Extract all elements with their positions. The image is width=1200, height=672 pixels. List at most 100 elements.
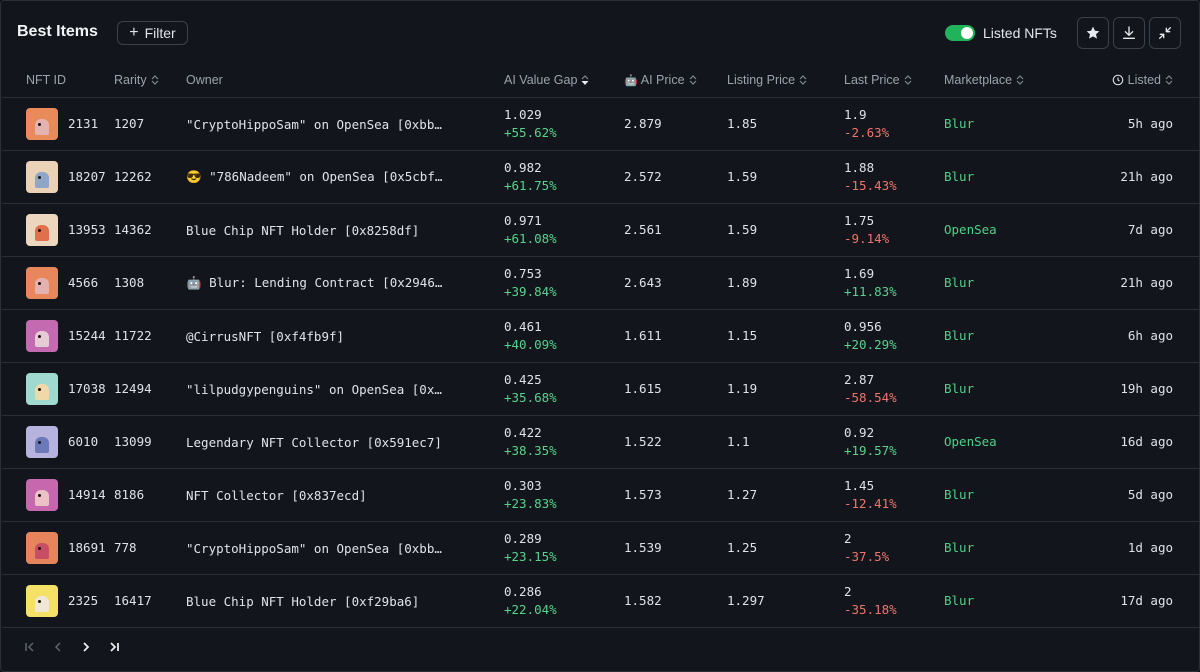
cell-listed: 21h ago: [1069, 150, 1199, 204]
cell-rarity: 8186: [114, 468, 186, 522]
owner-link[interactable]: 😎 "786Nadeem" on OpenSea [0x5cbff…: [186, 168, 444, 184]
cell-last-price: 1.75 -9.14%: [844, 203, 944, 257]
column-rarity[interactable]: Rarity: [114, 63, 186, 98]
marketplace-link[interactable]: Blur: [944, 593, 975, 608]
owner-link[interactable]: "CryptoHippoSam" on OpenSea [0xbb…: [186, 540, 442, 556]
last-price-value: 1.75: [844, 212, 875, 228]
gap-percent: +23.15%: [504, 548, 557, 564]
listed-time: 16d ago: [1120, 434, 1173, 449]
table-row[interactable]: 18691 778 "CryptoHippoSam" on OpenSea [0…: [2, 521, 1199, 575]
owner-link[interactable]: Legendary NFT Collector [0x591ec7]: [186, 434, 442, 450]
cell-ai-value-gap: 0.753 +39.84%: [504, 256, 624, 310]
column-owner[interactable]: Owner: [186, 63, 504, 98]
cell-marketplace: Blur: [944, 468, 1069, 522]
owner-link[interactable]: Blue Chip NFT Holder [0x8258df]: [186, 222, 420, 238]
owner-link[interactable]: Blue Chip NFT Holder [0xf29ba6]: [186, 593, 420, 609]
collapse-button[interactable]: [1149, 17, 1181, 49]
nft-id: 13953: [68, 222, 106, 237]
column-last-price[interactable]: Last Price: [844, 63, 944, 98]
table-row[interactable]: 14914 8186 NFT Collector [0x837ecd] 0.30…: [2, 468, 1199, 522]
marketplace-link[interactable]: Blur: [944, 540, 975, 555]
first-page-icon: [25, 642, 34, 652]
table-row[interactable]: 13953 14362 Blue Chip NFT Holder [0x8258…: [2, 203, 1199, 257]
marketplace-link[interactable]: Blur: [944, 169, 975, 184]
owner-link[interactable]: 🤖 Blur: Lending Contract [0x29469…: [186, 274, 444, 290]
nft-id: 14914: [68, 487, 106, 502]
marketplace-link[interactable]: Blur: [944, 487, 975, 502]
table-row[interactable]: 2325 16417 Blue Chip NFT Holder [0xf29ba…: [2, 574, 1199, 628]
table-row[interactable]: 6010 13099 Legendary NFT Collector [0x59…: [2, 415, 1199, 469]
marketplace-link[interactable]: Blur: [944, 381, 975, 396]
table-row[interactable]: 2131 1207 "CryptoHippoSam" on OpenSea [0…: [2, 97, 1199, 151]
first-page-button[interactable]: [21, 638, 39, 656]
cell-ai-price: 2.643: [624, 256, 727, 310]
nft-thumbnail[interactable]: [26, 425, 58, 458]
nft-thumbnail[interactable]: [26, 107, 58, 140]
nft-id: 17038: [68, 381, 106, 396]
nft-figure: [35, 277, 49, 294]
last-page-button[interactable]: [105, 638, 123, 656]
last-page-icon: [110, 642, 119, 652]
table-row[interactable]: 17038 12494 "lilpudgypenguins" on OpenSe…: [2, 362, 1199, 416]
marketplace-link[interactable]: OpenSea: [944, 434, 997, 449]
cell-listed: 17d ago: [1069, 574, 1199, 628]
marketplace-link[interactable]: Blur: [944, 116, 975, 131]
nft-thumbnail[interactable]: [26, 584, 58, 617]
cell-ai-price: 2.561: [624, 203, 727, 257]
cell-owner: Legendary NFT Collector [0x591ec7]: [186, 415, 504, 469]
cell-last-price: 1.88 -15.43%: [844, 150, 944, 204]
cell-listing-price: 1.59: [727, 150, 844, 204]
column-marketplace[interactable]: Marketplace: [944, 63, 1069, 98]
next-page-button[interactable]: [77, 638, 95, 656]
cell-listing-price: 1.59: [727, 203, 844, 257]
download-button[interactable]: [1113, 17, 1145, 49]
gap-value: 0.461: [504, 318, 542, 334]
table-row[interactable]: 18207 12262 😎 "786Nadeem" on OpenSea [0x…: [2, 150, 1199, 204]
chevron-right-icon: [83, 642, 90, 652]
clock-icon: [1112, 75, 1123, 86]
nft-thumbnail[interactable]: [26, 319, 58, 352]
toggle-switch[interactable]: [945, 25, 975, 41]
owner-link[interactable]: "CryptoHippoSam" on OpenSea [0xbb…: [186, 116, 442, 132]
marketplace-link[interactable]: Blur: [944, 275, 975, 290]
sort-icon: [689, 75, 696, 86]
nft-thumbnail[interactable]: [26, 478, 58, 511]
marketplace-link[interactable]: Blur: [944, 328, 975, 343]
favorite-button[interactable]: [1077, 17, 1109, 49]
marketplace-link[interactable]: OpenSea: [944, 222, 997, 237]
nft-thumbnail[interactable]: [26, 372, 58, 405]
prev-page-button[interactable]: [49, 638, 67, 656]
cell-marketplace: Blur: [944, 521, 1069, 575]
listed-nfts-toggle[interactable]: Listed NFTs: [945, 23, 1057, 43]
nft-thumbnail[interactable]: [26, 266, 58, 299]
nft-thumbnail[interactable]: [26, 531, 58, 564]
gap-value: 0.425: [504, 371, 542, 387]
gap-value: 0.971: [504, 212, 542, 228]
column-nft-id[interactable]: NFT ID: [2, 63, 114, 98]
table-row[interactable]: 15244 11722 @CirrusNFT [0xf4fb9f] 0.461 +…: [2, 309, 1199, 363]
cell-marketplace: Blur: [944, 309, 1069, 363]
gap-value: 0.286: [504, 583, 542, 599]
filter-button[interactable]: + Filter: [117, 21, 188, 45]
owner-link[interactable]: "lilpudgypenguins" on OpenSea [0x…: [186, 381, 442, 397]
nft-thumbnail[interactable]: [26, 160, 58, 193]
listed-time: 17d ago: [1120, 593, 1173, 608]
column-ai-price[interactable]: 🤖 AI Price: [624, 63, 727, 98]
owner-link[interactable]: NFT Collector [0x837ecd]: [186, 487, 367, 503]
sort-desc-icon: [581, 75, 589, 86]
owner-link[interactable]: @CirrusNFT [0xf4fb9f]: [186, 328, 345, 344]
column-listed[interactable]: Listed: [1069, 63, 1199, 98]
nft-thumbnail[interactable]: [26, 213, 58, 246]
listed-time: 21h ago: [1120, 169, 1173, 184]
column-listing-price[interactable]: Listing Price: [727, 63, 844, 98]
cell-ai-price: 1.615: [624, 362, 727, 416]
table-row[interactable]: 4566 1308 🤖 Blur: Lending Contract [0x29…: [2, 256, 1199, 310]
cell-ai-value-gap: 0.971 +61.08%: [504, 203, 624, 257]
last-price-percent: -35.18%: [844, 601, 897, 617]
cell-owner: @CirrusNFT [0xf4fb9f]: [186, 309, 504, 363]
gap-percent: +61.08%: [504, 230, 557, 246]
cell-last-price: 2 -35.18%: [844, 574, 944, 628]
cell-marketplace: OpenSea: [944, 203, 1069, 257]
column-ai-value-gap[interactable]: AI Value Gap: [504, 63, 624, 98]
